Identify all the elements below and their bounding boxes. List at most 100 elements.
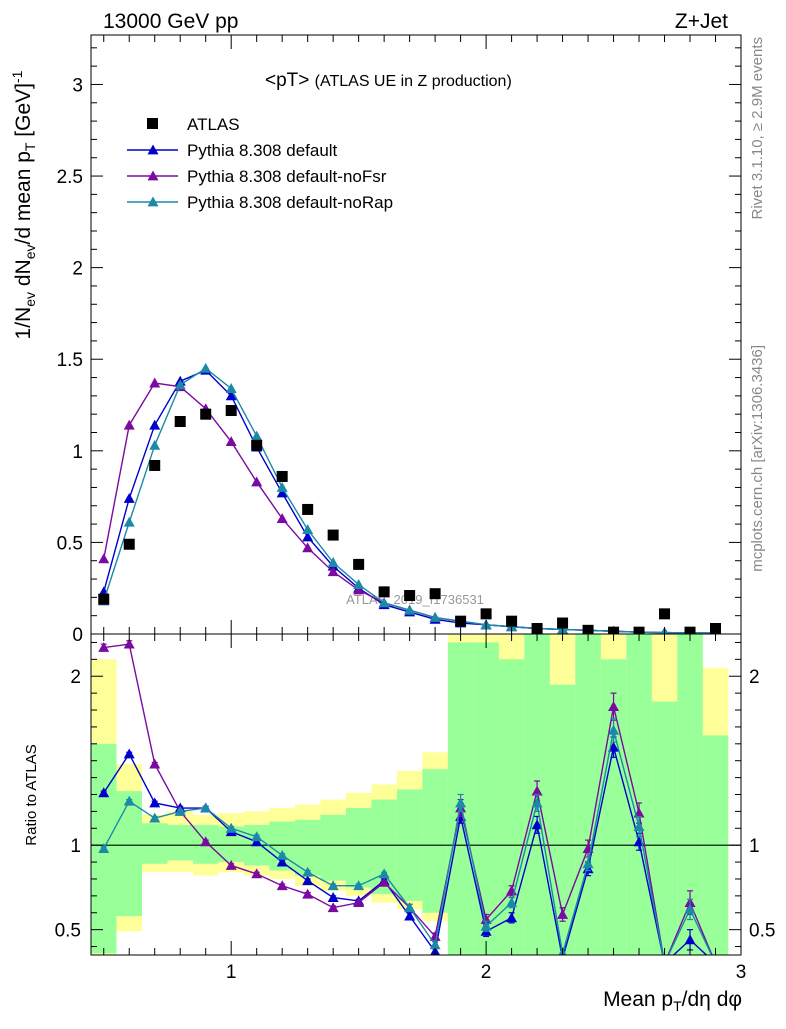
ratio-point: [98, 843, 110, 853]
plot-title-main: <pT>: [265, 70, 309, 91]
main-point: [302, 542, 314, 553]
ratio-point: [149, 758, 161, 769]
ratio-point: [710, 958, 721, 968]
ratio-point: [608, 741, 620, 752]
data-point: [149, 459, 161, 471]
main-point: [276, 513, 288, 523]
main-point: [327, 557, 339, 567]
main-point: [149, 439, 161, 450]
ratio-point: [531, 797, 543, 808]
main-point: [123, 492, 135, 503]
x-tick-label: 3: [736, 962, 747, 983]
ratio-point: [225, 822, 237, 833]
x-tick-label: 2: [481, 962, 492, 983]
ratio-point: [123, 638, 135, 649]
main-point: [251, 476, 263, 487]
ratio-point: [149, 797, 161, 808]
ratio-point: [684, 903, 696, 914]
data-point: [276, 470, 288, 482]
main-point: [276, 481, 288, 492]
ratio-point: [608, 724, 620, 735]
ratio-y-tick-label-right: 0.5: [749, 921, 775, 942]
x-tick-label: 1: [226, 962, 237, 983]
data-point: [429, 588, 441, 600]
ratio-band-inner: [575, 634, 601, 955]
mcplots-side-text: mcplots.cern.ch [arXiv:1306.3436]: [749, 345, 766, 572]
ratio-point: [659, 958, 670, 968]
main-point: [98, 553, 110, 564]
ratio-point: [327, 892, 339, 902]
ratio-band-inner: [167, 824, 193, 861]
ratio-point: [378, 868, 390, 879]
ratio-point: [276, 849, 288, 860]
ratio-point: [506, 897, 518, 908]
ratio-point: [302, 866, 314, 877]
ratio-point: [404, 902, 416, 913]
legend-label: ATLAS: [187, 115, 240, 134]
ratio-point: [378, 876, 390, 887]
ratio-y-tick-label: 2: [70, 667, 81, 688]
ratio-point: [659, 958, 670, 968]
data-point: [251, 439, 263, 451]
main-point: [378, 597, 390, 608]
ratio-point: [327, 880, 339, 891]
ratio-band-inner: [141, 823, 168, 864]
legend-label: Pythia 8.308 default-noRap: [187, 193, 393, 212]
main-point: [276, 487, 288, 498]
data-point: [480, 608, 492, 620]
main-series-group: [98, 362, 722, 634]
ratio-point: [531, 785, 543, 796]
legend-marker-data: [147, 118, 158, 129]
main-point: [149, 419, 161, 430]
ratio-point: [353, 880, 365, 891]
data-point: [659, 608, 671, 620]
main-y-axis-label: 1/Nev dNev/d mean pT [GeV]-1: [9, 70, 38, 339]
ratio-point: [200, 836, 212, 847]
ratio-point: [174, 805, 186, 816]
ratio-series-group: [98, 638, 721, 968]
legend-label: Pythia 8.308 default-noFsr: [187, 167, 387, 186]
ratio-point: [404, 910, 416, 921]
main-point: [123, 419, 135, 430]
header-right: Z+Jet: [675, 10, 728, 33]
main-point: [251, 430, 263, 441]
ratio-point: [98, 642, 110, 652]
data-point: [327, 529, 339, 541]
main-point: [353, 584, 365, 595]
ratio-point: [557, 908, 569, 919]
legend-label: Pythia 8.308 default: [187, 141, 338, 160]
main-point: [225, 390, 237, 401]
ratio-y-tick-label: 0.5: [55, 921, 81, 942]
ratio-point: [276, 856, 288, 867]
main-y-tick-label: 3: [72, 75, 83, 96]
data-point: [378, 586, 390, 598]
ratio-point: [251, 831, 263, 842]
main-point: [404, 604, 416, 615]
ratio-y-tick-label-right: 2: [749, 667, 760, 688]
plot-title-sub: (ATLAS UE in Z production): [315, 73, 512, 90]
ratio-point: [327, 902, 339, 913]
ratio-point: [98, 787, 110, 798]
ratio-y-tick-label: 1: [70, 836, 81, 857]
main-point: [174, 379, 186, 390]
ratio-point: [251, 868, 263, 879]
ratio-y-tick-label-right: 1: [749, 836, 760, 857]
ratio-point: [353, 897, 365, 908]
main-point: [200, 362, 212, 373]
ratio-point: [200, 802, 212, 813]
header-left: 13000 GeV pp: [103, 10, 238, 33]
data-point: [225, 405, 237, 417]
ratio-point: [302, 888, 314, 899]
ratio-point: [276, 880, 288, 891]
data-point: [404, 590, 416, 602]
ratio-point: [302, 875, 314, 886]
ratio-point: [429, 930, 441, 941]
main-point: [302, 531, 314, 542]
data-point: [557, 617, 569, 629]
data-point: [353, 558, 365, 570]
ratio-point: [149, 812, 161, 823]
legend-marker: [147, 144, 159, 155]
main-point: [327, 566, 339, 577]
